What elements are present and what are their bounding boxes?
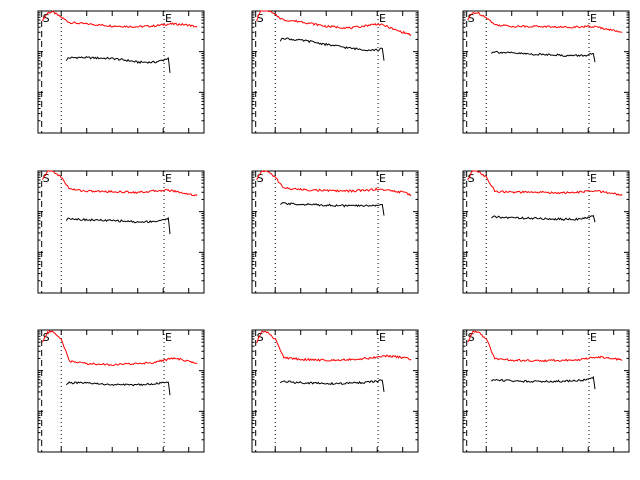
end-marker-label: E	[165, 172, 172, 185]
start-marker-label: S	[43, 172, 50, 185]
series-line-red	[42, 330, 198, 367]
plot-frame	[462, 10, 630, 134]
series-line-red	[467, 170, 623, 196]
start-marker-label: S	[43, 12, 50, 25]
series-line-red	[256, 170, 412, 197]
start-marker-label: S	[257, 172, 264, 185]
series-line-black	[65, 216, 171, 235]
series-line-red	[42, 170, 198, 197]
series-line-red	[42, 10, 198, 29]
series-line-black	[491, 214, 596, 223]
series-line-black	[279, 37, 385, 61]
end-marker-label: E	[590, 331, 597, 344]
start-marker-label: S	[257, 331, 264, 344]
series-line-black	[490, 50, 596, 63]
series-line-black	[279, 379, 385, 392]
plot-frame	[462, 329, 630, 453]
series-line-black	[65, 381, 171, 396]
series-line-red	[256, 330, 412, 362]
series-line-red	[256, 10, 412, 36]
end-marker-label: E	[379, 12, 386, 25]
start-marker-label: S	[257, 12, 264, 25]
series-line-black	[490, 375, 596, 390]
plot-frame	[251, 329, 419, 453]
start-marker-label: S	[468, 172, 475, 185]
start-marker-label: S	[468, 12, 475, 25]
plot-frame	[251, 10, 419, 134]
plot-frame	[462, 170, 630, 294]
end-marker-label: E	[379, 331, 386, 344]
plot-frame	[37, 170, 205, 294]
plot-frame	[37, 329, 205, 453]
end-marker-label: E	[590, 172, 597, 185]
plot-frame	[37, 10, 205, 134]
end-marker-label: E	[165, 331, 172, 344]
series-line-red	[467, 330, 623, 363]
series-line-black	[280, 201, 385, 216]
start-marker-label: S	[43, 331, 50, 344]
plot-frame	[251, 170, 419, 294]
end-marker-label: E	[165, 12, 172, 25]
series-line-red	[467, 11, 623, 33]
series-line-black	[65, 56, 171, 73]
end-marker-label: E	[590, 12, 597, 25]
start-marker-label: S	[468, 331, 475, 344]
end-marker-label: E	[379, 172, 386, 185]
